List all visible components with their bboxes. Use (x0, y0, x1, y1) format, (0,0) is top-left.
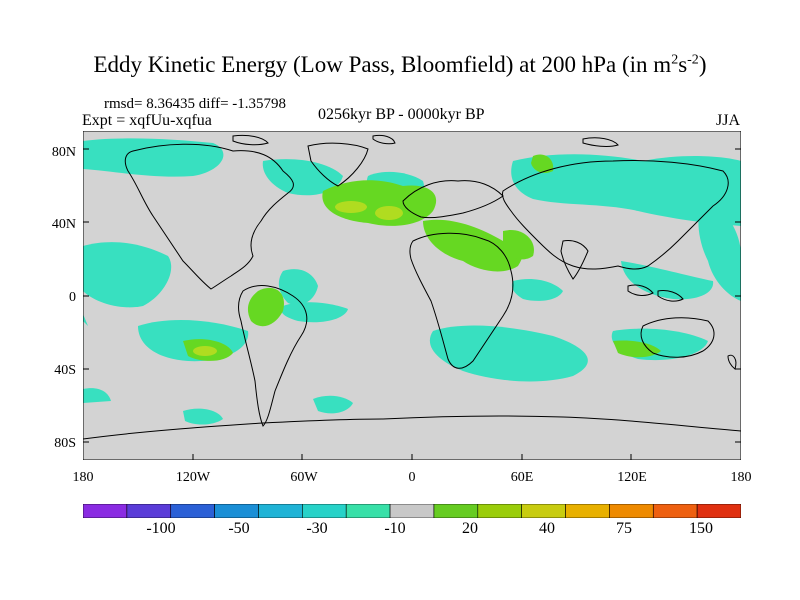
colorbar-label: 40 (539, 520, 555, 537)
lon-label-60e: 60E (510, 470, 534, 485)
colorbar-segment (170, 504, 215, 518)
colorbar-segment (345, 504, 391, 518)
colorbar-label: 150 (689, 520, 713, 537)
lon-label-120e: 120E (617, 470, 647, 485)
lon-label-60w: 60W (290, 470, 318, 485)
anomaly-green-regions (183, 154, 661, 361)
axis-ticks (83, 148, 741, 460)
colorbar-label: -10 (384, 520, 406, 537)
lat-label-40n: 40N (51, 217, 76, 232)
lon-label-120w: 120W (175, 470, 211, 485)
season-label: JJA (715, 112, 740, 129)
anomaly-cyan-regions (83, 138, 741, 425)
anomaly-yellowgreen-regions (193, 201, 403, 356)
colorbar-label: 75 (616, 520, 632, 537)
colorbar-segment (302, 504, 347, 518)
period-label: 0256kyr BP - 0000kyr BP (318, 106, 485, 123)
colorbar-segment (83, 504, 128, 518)
colorbar-segment (609, 504, 654, 518)
lat-label-0: 0 (69, 290, 76, 305)
colorbar-label: -50 (228, 520, 250, 537)
colorbar-segment (258, 504, 303, 518)
lat-label-80n: 80N (51, 145, 76, 160)
coastlines (83, 134, 741, 460)
colorbar-segment (433, 504, 479, 518)
colorbar-segment (126, 504, 172, 518)
colorbar-segment (477, 504, 522, 518)
colorbar-segment (521, 504, 566, 518)
colorbar-label: -100 (146, 520, 176, 537)
colorbar-label: -30 (306, 520, 328, 537)
lat-label-80s: 80S (54, 436, 76, 451)
stats-text: rmsd= 8.36435 diff= -1.35798 (104, 96, 287, 112)
colorbar (83, 504, 741, 518)
eke-map (83, 131, 741, 460)
colorbar-segment (652, 504, 698, 518)
lon-label-0: 0 (408, 470, 416, 485)
experiment-label: Expt = xqfUu-xqfua (82, 112, 212, 129)
colorbar-segment (389, 504, 435, 518)
colorbar-segment (565, 504, 610, 518)
colorbar-segment (214, 504, 259, 518)
lon-label-180e: 180 (730, 470, 752, 485)
lat-label-40s: 40S (54, 363, 76, 378)
lon-label-180w: 180 (72, 470, 94, 485)
colorbar-label: 20 (462, 520, 478, 537)
colorbar-segment (696, 504, 741, 518)
plot-title: Eddy Kinetic Energy (Low Pass, Bloomfiel… (93, 52, 707, 77)
